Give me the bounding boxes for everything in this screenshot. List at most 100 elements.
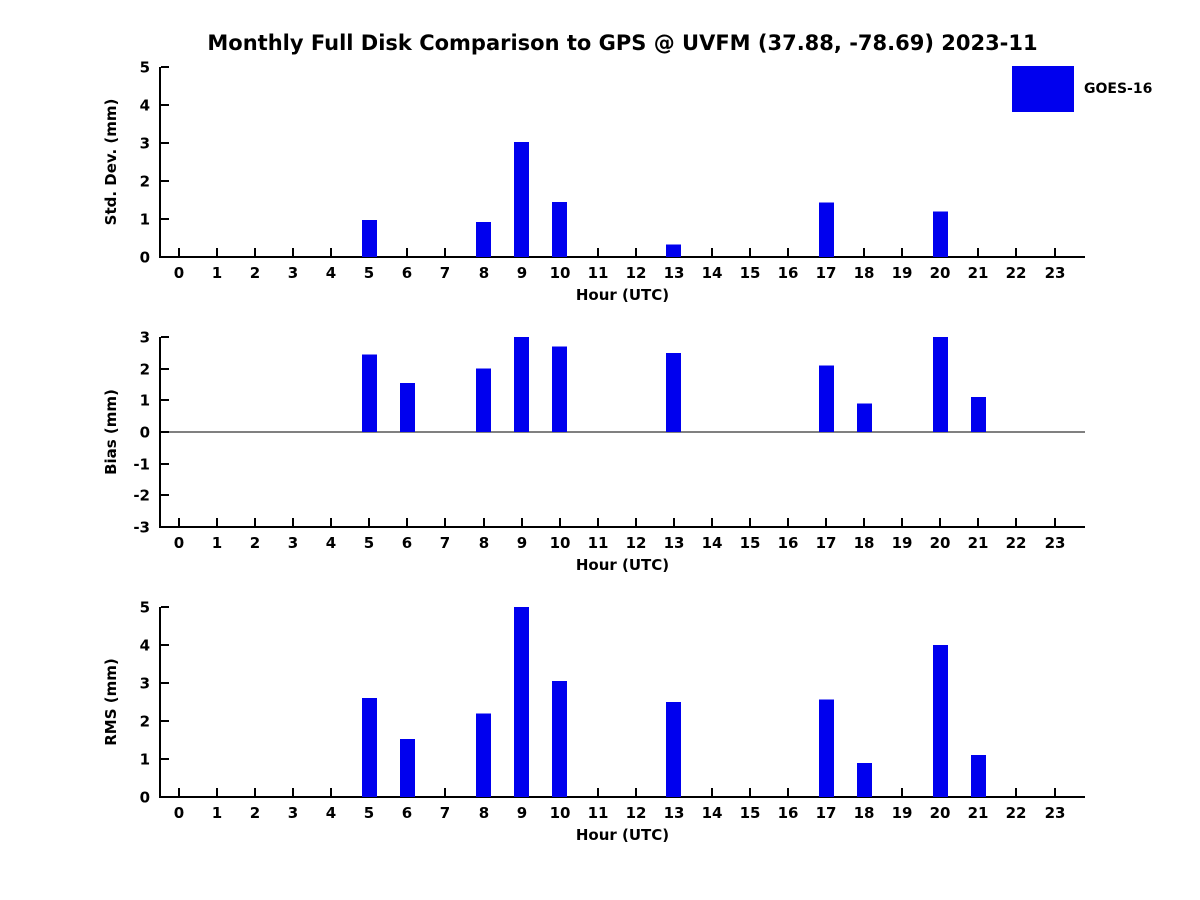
x-tick-label: 2	[250, 804, 260, 822]
bar-hour-9	[514, 141, 529, 257]
x-tick-label: 19	[892, 804, 913, 822]
x-tick-label: 18	[854, 534, 875, 552]
x-tick-label: 18	[854, 804, 875, 822]
bar-hour-20	[933, 645, 948, 797]
x-tick-label: 16	[778, 804, 799, 822]
x-tick-label: 19	[892, 534, 913, 552]
x-tick-label: 21	[968, 804, 989, 822]
x-tick-label: 18	[854, 264, 875, 282]
bar-hour-8	[476, 713, 491, 797]
x-tick-label: 22	[1006, 534, 1027, 552]
x-tick-label: 7	[440, 534, 450, 552]
bar-hour-20	[933, 337, 948, 432]
x-tick-label: 23	[1045, 534, 1066, 552]
x-tick-label: 12	[626, 804, 647, 822]
x-tick-label: 16	[778, 534, 799, 552]
bar-hour-5	[362, 354, 377, 432]
bar-hour-6	[400, 382, 415, 432]
x-tick-label: 4	[326, 804, 336, 822]
bar-hour-17	[819, 699, 834, 797]
x-axis-label: Hour (UTC)	[576, 286, 669, 304]
bar-hour-5	[362, 698, 377, 797]
x-tick-label: 17	[816, 534, 837, 552]
x-tick-label: 11	[588, 264, 609, 282]
x-tick-label: 1	[212, 264, 222, 282]
x-tick-label: 21	[968, 534, 989, 552]
y-tick-label: 2	[140, 713, 150, 731]
x-axis-label: Hour (UTC)	[576, 826, 669, 844]
x-tick-label: 13	[664, 264, 685, 282]
x-tick-label: 23	[1045, 804, 1066, 822]
x-tick-label: 1	[212, 804, 222, 822]
x-tick-label: 20	[930, 534, 951, 552]
y-axis-label: Std. Dev. (mm)	[102, 99, 120, 226]
legend-swatch-goes16	[1012, 66, 1074, 112]
bar-hour-8	[476, 222, 491, 257]
x-tick-label: 9	[517, 534, 527, 552]
x-tick-label: 15	[740, 534, 761, 552]
x-tick-label: 12	[626, 264, 647, 282]
y-tick-label: -3	[133, 519, 150, 537]
y-tick-label: 4	[140, 97, 150, 115]
legend-label: GOES-16	[1084, 81, 1153, 97]
x-tick-label: 1	[212, 534, 222, 552]
x-tick-label: 3	[288, 264, 298, 282]
bar-hour-21	[971, 397, 986, 432]
x-tick-label: 12	[626, 534, 647, 552]
y-tick-label: 5	[140, 599, 150, 617]
chart-title: Monthly Full Disk Comparison to GPS @ UV…	[207, 31, 1038, 55]
x-tick-label: 17	[816, 264, 837, 282]
y-tick-label: 1	[140, 211, 150, 229]
x-tick-label: 7	[440, 804, 450, 822]
x-tick-label: 20	[930, 804, 951, 822]
x-tick-label: 16	[778, 264, 799, 282]
x-tick-label: 5	[364, 264, 374, 282]
bar-hour-6	[400, 738, 415, 797]
x-tick-label: 15	[740, 804, 761, 822]
x-tick-label: 14	[702, 804, 723, 822]
bar-hour-17	[819, 365, 834, 432]
bar-hour-10	[552, 201, 567, 257]
y-tick-label: 2	[140, 173, 150, 191]
x-tick-label: 8	[479, 264, 489, 282]
x-tick-label: 17	[816, 804, 837, 822]
y-tick-label: 2	[140, 361, 150, 379]
x-tick-label: 13	[664, 804, 685, 822]
y-tick-label: 0	[140, 249, 150, 267]
y-tick-label: 1	[140, 751, 150, 769]
x-tick-label: 22	[1006, 804, 1027, 822]
x-tick-label: 22	[1006, 264, 1027, 282]
bar-hour-18	[857, 762, 872, 797]
bar-hour-18	[857, 403, 872, 432]
x-tick-label: 21	[968, 264, 989, 282]
bar-hour-10	[552, 681, 567, 797]
bar-hour-13	[666, 702, 681, 797]
x-tick-label: 14	[702, 534, 723, 552]
x-tick-label: 15	[740, 264, 761, 282]
y-axis-label: RMS (mm)	[102, 658, 120, 745]
bar-hour-8	[476, 368, 491, 432]
x-tick-label: 13	[664, 534, 685, 552]
x-tick-label: 10	[550, 804, 571, 822]
y-tick-label: 0	[140, 789, 150, 807]
y-tick-label: 5	[140, 59, 150, 77]
x-tick-label: 5	[364, 534, 374, 552]
bar-hour-9	[514, 337, 529, 432]
x-tick-label: 0	[174, 804, 184, 822]
y-tick-label: 3	[140, 675, 150, 693]
x-tick-label: 3	[288, 534, 298, 552]
x-tick-label: 10	[550, 264, 571, 282]
x-tick-label: 0	[174, 264, 184, 282]
x-tick-label: 2	[250, 534, 260, 552]
x-tick-label: 20	[930, 264, 951, 282]
x-tick-label: 2	[250, 264, 260, 282]
bar-hour-5	[362, 220, 377, 257]
x-tick-label: 8	[479, 534, 489, 552]
legend: GOES-16	[1012, 66, 1152, 112]
bar-hour-9	[514, 607, 529, 797]
y-tick-label: 3	[140, 135, 150, 153]
x-tick-label: 5	[364, 804, 374, 822]
y-tick-label: 4	[140, 637, 150, 655]
bar-hour-20	[933, 211, 948, 257]
